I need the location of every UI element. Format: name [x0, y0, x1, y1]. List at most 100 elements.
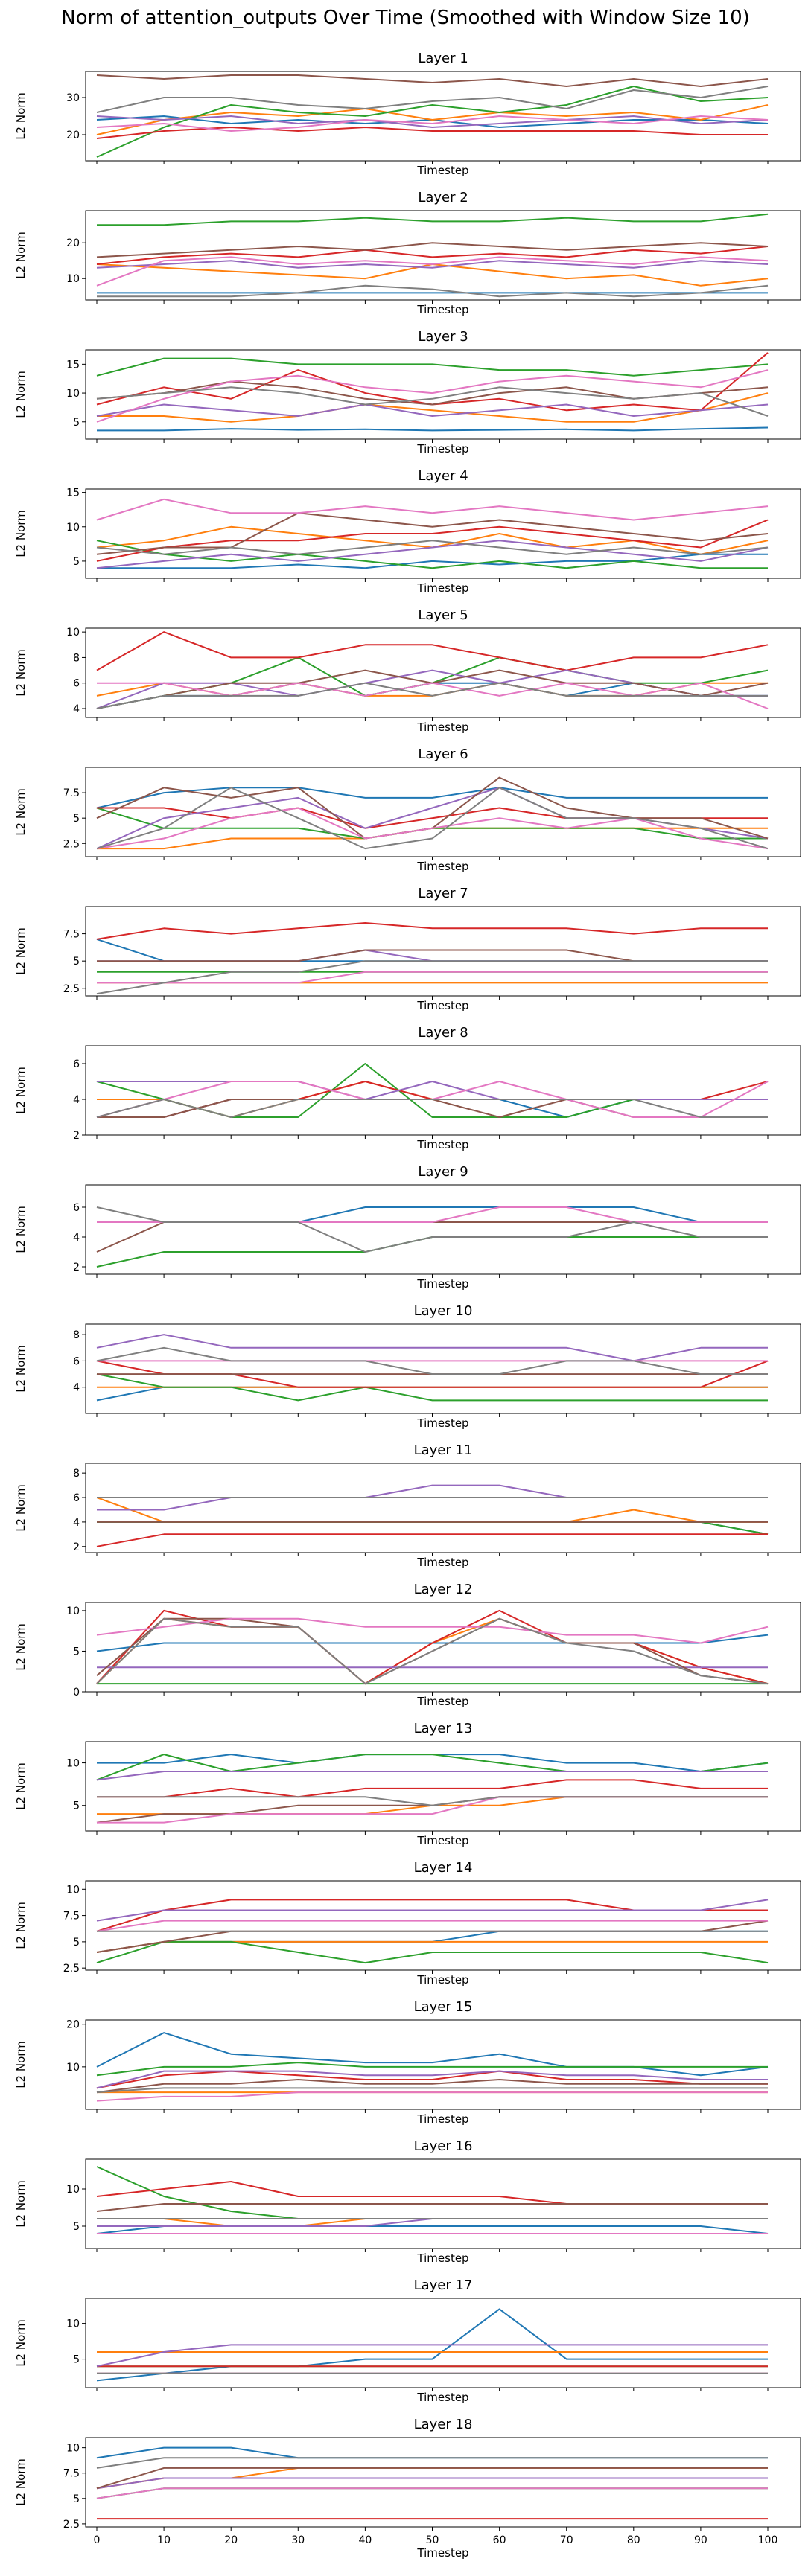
- series-line-8: [96, 1346, 768, 1375]
- plot-frame: [85, 349, 801, 440]
- plot-frame: [85, 1184, 801, 1275]
- y-tick-label: 20: [66, 2019, 80, 2031]
- y-tick-label: 4: [73, 1382, 80, 1394]
- series-group: [96, 1334, 769, 1402]
- y-tick-label: 4: [73, 1232, 80, 1244]
- series-group: [96, 1899, 769, 1964]
- series-line-7: [96, 1920, 768, 1932]
- series-line-5: [97, 1081, 768, 1100]
- y-tick-label: 5: [73, 1800, 80, 1812]
- series-line-7: [96, 115, 769, 132]
- figure-title: Norm of attention_outputs Over Time (Smo…: [61, 7, 750, 29]
- series-line-1: [96, 2032, 769, 2077]
- panel-title: Layer 6: [418, 747, 468, 762]
- panel-title: Layer 14: [414, 1860, 473, 1876]
- series-line-4: [96, 631, 769, 671]
- y-tick-label: 10: [66, 273, 80, 285]
- series-group: [96, 776, 769, 850]
- series-group: [96, 213, 769, 298]
- panel-layer-17: Layer 17 5 10 L2 Norm Timestep: [14, 2278, 801, 2404]
- y-tick-label: 0: [73, 1687, 80, 1698]
- series-line-3: [96, 2062, 768, 2077]
- series-line-4: [96, 246, 769, 265]
- series-line-8: [96, 960, 768, 995]
- series-line-1: [97, 553, 768, 569]
- plot-frame: [85, 210, 801, 301]
- series-line-3: [96, 540, 768, 569]
- x-axis-label: Timestep: [416, 164, 468, 177]
- series-line-8: [97, 1796, 768, 1806]
- panel-title: Layer 7: [418, 886, 468, 901]
- x-axis-label: Timestep: [416, 1416, 468, 1430]
- panel-layer-13: Layer 13 5 10 L2 Norm Timestep: [14, 1721, 801, 1847]
- series-group: [96, 922, 768, 995]
- y-tick-label: 7.5: [63, 787, 80, 799]
- panel-title: Layer 4: [418, 468, 468, 484]
- y-tick-label: 6: [73, 1058, 80, 1070]
- series-line-7: [96, 369, 769, 423]
- series-line-3: [96, 1940, 769, 1964]
- series-group: [96, 74, 769, 158]
- series-line-4: [96, 519, 769, 562]
- series-line-7: [96, 1617, 769, 1644]
- y-axis-label: L2 Norm: [14, 2319, 28, 2367]
- series-line-1: [96, 787, 768, 809]
- y-axis-label: L2 Norm: [14, 1623, 28, 1671]
- panel-layer-2: Layer 2 10 20 L2 Norm Timestep: [14, 190, 801, 316]
- series-line-7: [96, 256, 769, 287]
- series-line-7: [97, 682, 769, 709]
- series-line-8: [96, 540, 769, 555]
- y-tick-label: 2: [73, 1130, 80, 1142]
- series-line-6: [96, 242, 769, 258]
- y-axis-label: L2 Norm: [14, 2458, 28, 2506]
- panel-title: Layer 3: [418, 329, 468, 345]
- y-axis-label: L2 Norm: [14, 510, 28, 557]
- x-axis-label: Timestep: [416, 442, 468, 456]
- x-axis-label: Timestep: [416, 2546, 468, 2560]
- series-line-7: [96, 498, 769, 521]
- series-line-6: [96, 74, 769, 87]
- x-tick-label: 10: [157, 2534, 171, 2546]
- panel-title: Layer 18: [414, 2417, 473, 2432]
- x-tick-label: 100: [758, 2534, 778, 2546]
- series-group: [96, 498, 769, 569]
- panel-layer-10: Layer 10 4 6 8 L2 Norm Timestep: [14, 1303, 801, 1430]
- y-tick-label: 10: [66, 2062, 80, 2074]
- panel-title: Layer 8: [418, 1025, 468, 1041]
- y-axis-label: L2 Norm: [14, 1762, 28, 1810]
- panel-title: Layer 13: [414, 1721, 473, 1736]
- series-line-3: [96, 357, 769, 377]
- x-axis-label: Timestep: [416, 999, 468, 1012]
- series-group: [96, 1484, 769, 1547]
- series-line-5: [96, 403, 769, 417]
- y-tick-label: 6: [73, 1355, 80, 1367]
- series-line-3: [96, 86, 769, 158]
- panel-title: Layer 12: [414, 1582, 473, 1597]
- series-line-5: [96, 115, 769, 128]
- series-line-8: [96, 2457, 768, 2469]
- y-axis-label: L2 Norm: [14, 1206, 28, 1253]
- y-axis-label: L2 Norm: [14, 92, 28, 140]
- series-line-5: [96, 1899, 769, 1922]
- x-tick-label: 70: [560, 2534, 573, 2546]
- x-axis-label: Timestep: [416, 2112, 468, 2126]
- x-axis-label: Timestep: [416, 303, 468, 316]
- y-tick-label: 10: [66, 1884, 80, 1896]
- plot-frame: [85, 2437, 801, 2528]
- panel-layer-3: Layer 3 5 10 15 L2 Norm Timestep: [14, 329, 801, 456]
- series-line-5: [96, 2477, 768, 2490]
- y-tick-label: 15: [66, 488, 80, 499]
- plot-frame: [85, 1323, 801, 1414]
- series-line-4: [96, 1533, 768, 1547]
- series-line-6: [96, 2467, 768, 2490]
- series-line-1: [97, 426, 769, 432]
- y-axis-label: L2 Norm: [14, 231, 28, 279]
- panel-layer-9: Layer 9 2 4 6 L2 Norm Timestep: [14, 1164, 801, 1291]
- y-tick-label: 2.5: [63, 983, 80, 995]
- y-tick-label: 4: [73, 1517, 80, 1529]
- y-tick-label: 6: [73, 1492, 80, 1504]
- x-axis-label: Timestep: [416, 2251, 468, 2265]
- series-line-7: [96, 2487, 768, 2499]
- series-line-6: [96, 512, 769, 555]
- series-group: [96, 1609, 769, 1685]
